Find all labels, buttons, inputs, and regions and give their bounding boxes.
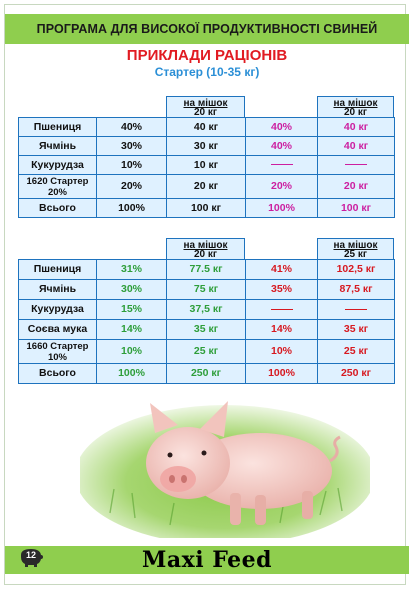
table-row: 1620 Стартер 20% 20% 20 кг 20% 20 кг: [18, 174, 395, 199]
header-banner: ПРОГРАМА ДЛЯ ВИСОКОЇ ПРОДУКТИВНОСТІ СВИН…: [5, 14, 409, 44]
kg-cell: 250 кг: [317, 363, 395, 384]
row-label: Кукурудза: [18, 299, 97, 320]
percent-cell: 30%: [96, 136, 167, 156]
table1-header-left: на мішок 20 кг: [166, 96, 245, 118]
percent-cell: 100%: [96, 198, 167, 218]
kg-cell: 77.5 кг: [166, 259, 246, 280]
kg-cell: 20 кг: [317, 174, 395, 199]
percent-cell: 20%: [96, 174, 167, 199]
table-row: Пшениця 31% 77.5 кг 41% 102,5 кг: [18, 259, 395, 280]
pig-badge-icon: [21, 549, 43, 567]
piglet-photo: [80, 401, 370, 538]
percent-cell: 100%: [245, 198, 318, 218]
kg-cell: 20 кг: [166, 174, 246, 199]
kg-cell: 10 кг: [166, 155, 246, 175]
row-label: Пшениця: [18, 117, 97, 137]
percent-cell: 100%: [245, 363, 318, 384]
dash-mark: [345, 164, 367, 166]
table-row: Всього 100% 100 кг 100% 100 кг: [18, 198, 395, 218]
percent-cell: 40%: [96, 117, 167, 137]
percent-cell: 40%: [245, 117, 318, 137]
kg-cell: 25 кг: [317, 339, 395, 364]
row-label: Всього: [18, 363, 97, 384]
empty-cell: [245, 155, 318, 175]
kg-cell: 37,5 кг: [166, 299, 246, 320]
percent-cell: 20%: [245, 174, 318, 199]
empty-cell: [317, 155, 395, 175]
table-row: Кукурудза 15% 37,5 кг: [18, 299, 395, 320]
banner-text: ПРОГРАМА ДЛЯ ВИСОКОЇ ПРОДУКТИВНОСТІ СВИН…: [36, 22, 378, 36]
percent-cell: 10%: [245, 339, 318, 364]
kg-cell: 100 кг: [166, 198, 246, 218]
row-label: Всього: [18, 198, 97, 218]
percent-cell: 10%: [96, 339, 167, 364]
percent-cell: 31%: [96, 259, 167, 280]
table-row: Ячмінь 30% 75 кг 35% 87,5 кг: [18, 279, 395, 300]
table1-header-right-line2: 20 кг: [343, 107, 368, 118]
table2-header-right-line1: на мішок: [333, 240, 378, 251]
kg-cell: 40 кг: [166, 117, 246, 137]
table-row: 1660 Стартер 10% 10% 25 кг 10% 25 кг: [18, 339, 395, 364]
table1-header-left-line2: 20 кг: [193, 107, 218, 118]
kg-cell: 25 кг: [166, 339, 246, 364]
percent-cell: 41%: [245, 259, 318, 280]
page-subtitle: Стартер (10-35 кг): [154, 65, 260, 79]
kg-cell: 40 кг: [317, 136, 395, 156]
page-frame: [4, 4, 406, 585]
empty-cell: [245, 299, 318, 320]
row-label: 1660 Стартер 10%: [18, 339, 97, 364]
table2-header-right-line2: 25 кг: [343, 249, 368, 260]
percent-cell: 14%: [96, 319, 167, 340]
table-row: Пшениця 40% 40 кг 40% 40 кг: [18, 117, 395, 137]
row-label: Ячмінь: [18, 136, 97, 156]
table2-header-right: на мішок 25 кг: [317, 238, 394, 260]
table1-header-left-line1: на мішок: [183, 98, 228, 109]
percent-cell: 10%: [96, 155, 167, 175]
percent-cell: 35%: [245, 279, 318, 300]
row-label: Кукурудза: [18, 155, 97, 175]
kg-cell: 40 кг: [317, 117, 395, 137]
kg-cell: 30 кг: [166, 136, 246, 156]
brand-logo: Maxi Feed: [141, 547, 273, 573]
kg-cell: 100 кг: [317, 198, 395, 218]
row-label: 1620 Стартер 20%: [18, 174, 97, 199]
kg-cell: 87,5 кг: [317, 279, 395, 300]
table-row: Всього 100% 250 кг 100% 250 кг: [18, 363, 395, 384]
footer-bar: [5, 546, 409, 574]
row-label: Ячмінь: [18, 279, 97, 300]
dash-mark: [270, 164, 293, 166]
table2: Пшениця 31% 77.5 кг 41% 102,5 кг Ячмінь …: [18, 259, 395, 384]
page-number: 12: [25, 550, 36, 560]
table2-header-left-line2: 20 кг: [193, 249, 218, 260]
page-title: ПРИКЛАДИ РАЦІОНІВ: [126, 47, 288, 64]
table2-header-left-line1: на мішок: [183, 240, 228, 251]
kg-cell: 75 кг: [166, 279, 246, 300]
dash-mark: [345, 308, 367, 310]
table-row: Кукурудза 10% 10 кг: [18, 155, 395, 175]
percent-cell: 15%: [96, 299, 167, 320]
table1-header-right: на мішок 20 кг: [317, 96, 394, 118]
percent-cell: 30%: [96, 279, 167, 300]
kg-cell: 102,5 кг: [317, 259, 395, 280]
table-row: Соєва мука 14% 35 кг 14% 35 кг: [18, 319, 395, 340]
percent-cell: 14%: [245, 319, 318, 340]
kg-cell: 250 кг: [166, 363, 246, 384]
table2-header-left: на мішок 20 кг: [166, 238, 245, 260]
table1-header-right-line1: на мішок: [333, 98, 378, 109]
table-row: Ячмінь 30% 30 кг 40% 40 кг: [18, 136, 395, 156]
kg-cell: 35 кг: [166, 319, 246, 340]
percent-cell: 40%: [245, 136, 318, 156]
row-label: Пшениця: [18, 259, 97, 280]
dash-mark: [270, 308, 293, 310]
percent-cell: 100%: [96, 363, 167, 384]
kg-cell: 35 кг: [317, 319, 395, 340]
row-label: Соєва мука: [18, 319, 97, 340]
table1: Пшениця 40% 40 кг 40% 40 кг Ячмінь 30% 3…: [18, 117, 395, 218]
empty-cell: [317, 299, 395, 320]
